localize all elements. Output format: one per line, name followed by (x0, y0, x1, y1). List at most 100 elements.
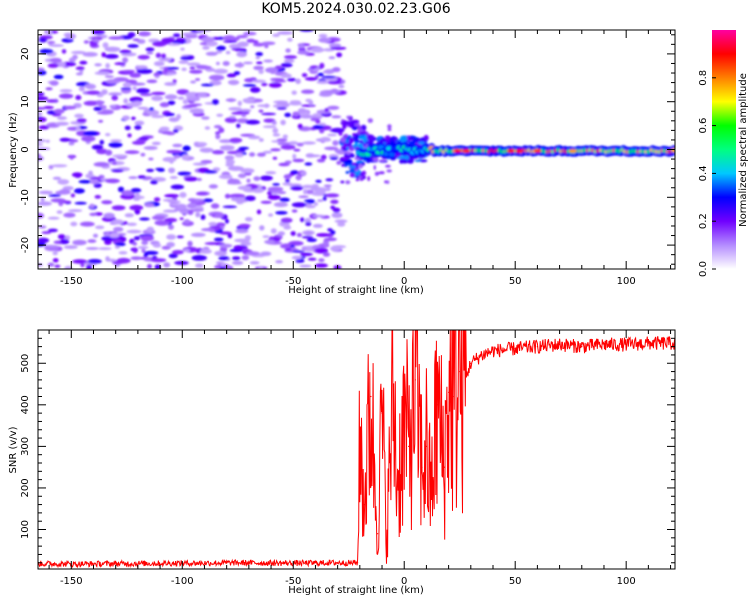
heatmap-cell (224, 193, 231, 199)
heatmap-cell (69, 139, 79, 143)
snr-point (359, 433, 361, 435)
heatmap-cell (201, 228, 215, 232)
heatmap-cell (419, 159, 428, 163)
heatmap-cell (367, 140, 374, 145)
heatmap-cell (279, 197, 290, 202)
heatmap-cell (213, 68, 228, 74)
snr-point (459, 371, 461, 373)
heatmap-cell (309, 70, 318, 74)
heatmap-cell (192, 162, 208, 166)
heatmap-cell (275, 260, 283, 264)
heatmap-cell (306, 238, 317, 243)
heatmap-cell (105, 79, 121, 84)
heatmap-cell (187, 209, 194, 215)
heatmap-cell (182, 145, 191, 152)
heatmap-cell (316, 158, 326, 163)
heatmap-cell (138, 136, 150, 141)
heatmap-cell (71, 50, 86, 55)
heatmap-cell (122, 115, 130, 121)
heatmap-cell (135, 65, 145, 70)
heatmap-cell (227, 166, 244, 171)
heatmap-cell (114, 62, 126, 66)
snr-x-tick-label: -100 (171, 576, 194, 587)
heatmap-cell (132, 38, 140, 42)
heatmap-cell (228, 107, 242, 111)
heatmap-cell (237, 100, 242, 107)
heatmap-cell (96, 111, 113, 115)
heatmap-cell (212, 167, 221, 172)
heatmap-cell (195, 212, 201, 218)
heatmap-cell (238, 223, 251, 228)
heatmap-cell (216, 45, 226, 51)
heatmap-cell (50, 198, 66, 203)
heatmap-cell (168, 117, 180, 122)
heatmap-cell (233, 71, 241, 76)
heatmap-cell (367, 176, 371, 182)
heatmap-cell (219, 243, 233, 248)
heatmap-cell (332, 140, 339, 146)
heatmap-cell (349, 165, 357, 169)
heatmap-cell (327, 133, 337, 137)
heatmap-cell (259, 225, 265, 231)
heatmap-cell (323, 184, 332, 188)
heatmap-cell (283, 58, 295, 64)
snr-point (536, 346, 539, 348)
spectrogram-x-tick-label: -150 (60, 276, 83, 287)
heatmap-cell (182, 99, 189, 105)
heatmap-cell (196, 177, 202, 181)
heatmap-cell (218, 174, 233, 179)
heatmap-cell (272, 156, 278, 160)
heatmap-cell (299, 264, 312, 268)
heatmap-cell (374, 171, 379, 176)
heatmap-cell (219, 145, 235, 151)
heatmap-cell (258, 138, 264, 142)
heatmap-cell (141, 248, 146, 253)
heatmap-cell (320, 154, 327, 160)
heatmap-cell (406, 157, 414, 164)
heatmap-cell (49, 80, 59, 86)
heatmap-cell (195, 263, 204, 269)
snr-point (430, 495, 432, 497)
heatmap-cell (109, 232, 120, 238)
snr-point (363, 504, 365, 506)
heatmap-cell (378, 138, 388, 143)
heatmap-cell (387, 124, 392, 129)
heatmap-cell (346, 124, 349, 128)
heatmap-cell (89, 41, 98, 47)
heatmap-cell (301, 104, 316, 107)
heatmap-cell (349, 172, 356, 178)
snr-x-axis-label: Height of straight line (km) (288, 585, 424, 596)
heatmap-cell (317, 72, 324, 77)
heatmap-cell (105, 133, 111, 137)
heatmap-cell (205, 51, 218, 56)
heatmap-cell (146, 51, 154, 55)
heatmap-cell (330, 127, 345, 133)
heatmap-cell (372, 157, 379, 162)
heatmap-cell (250, 105, 255, 109)
heatmap-cell (307, 257, 317, 261)
heatmap-cell (57, 179, 70, 185)
snr-frame (37, 329, 676, 570)
heatmap-cell (71, 172, 83, 178)
heatmap-cell (275, 211, 288, 215)
heatmap-cell (208, 74, 225, 81)
heatmap-cell (321, 75, 337, 79)
heatmap-cell (670, 148, 675, 153)
heatmap-cell (38, 143, 44, 146)
heatmap-cell (315, 179, 322, 183)
heatmap-cell (276, 138, 288, 142)
heatmap-cell (119, 49, 132, 54)
heatmap-cells (38, 30, 675, 269)
heatmap-cell (261, 41, 276, 46)
heatmap-cell (261, 82, 268, 87)
colorbar-tick-label: 0.4 (698, 165, 709, 181)
heatmap-cell (155, 52, 162, 59)
heatmap-cell (360, 124, 367, 131)
heatmap-cell (151, 95, 164, 102)
heatmap-cell (113, 226, 124, 232)
heatmap-cell (38, 190, 54, 195)
heatmap-cell (122, 82, 132, 88)
snr-point (448, 391, 450, 393)
heatmap-cell (136, 88, 150, 94)
heatmap-cell (533, 149, 542, 153)
